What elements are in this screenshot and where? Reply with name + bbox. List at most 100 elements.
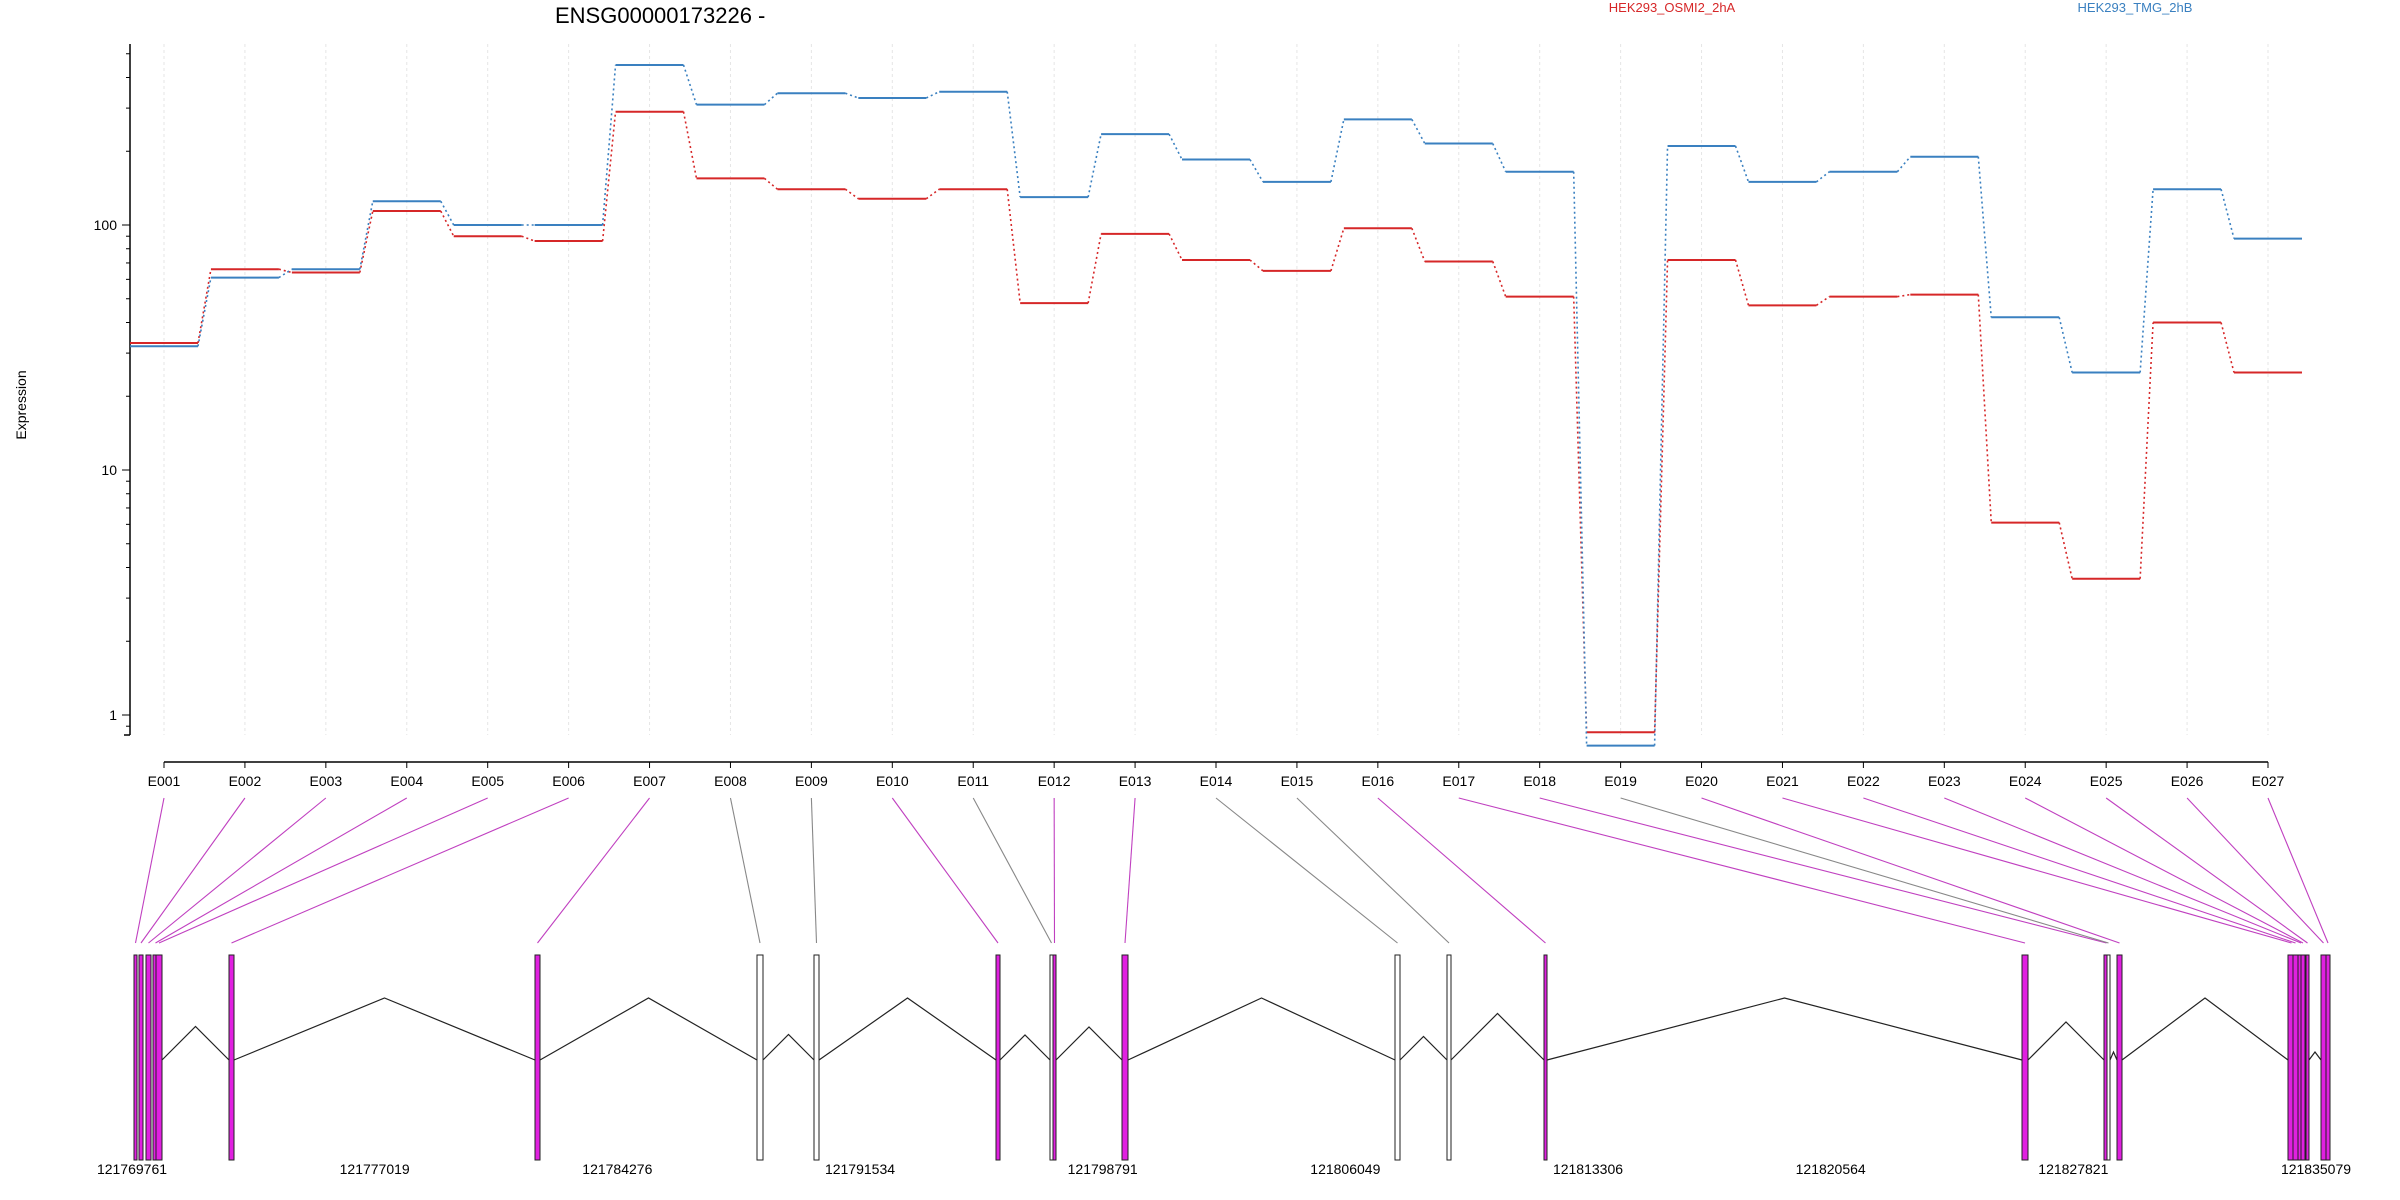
exon-block-e022	[2292, 954, 2299, 1161]
intron-line	[1450, 1012, 1545, 1061]
series-connector	[1977, 294, 1993, 523]
coordinate-label: 121835079	[2281, 1161, 2351, 1177]
x-tick-label-e010: E010	[876, 773, 909, 789]
connector-e027	[2267, 797, 2329, 944]
x-tick-label-e015: E015	[1281, 773, 1314, 789]
connector-e001	[134, 797, 165, 944]
connector-e021	[1782, 797, 2292, 944]
x-tick-label-e025: E025	[2090, 773, 2123, 789]
series-connector	[1330, 119, 1345, 183]
series-connector	[359, 201, 374, 270]
x-tick-label-e002: E002	[229, 773, 262, 789]
series-connector	[1249, 159, 1264, 183]
connector-e004	[155, 797, 408, 944]
series-connector	[1411, 227, 1426, 262]
series-connector	[521, 235, 535, 242]
exon-connectors	[134, 797, 2329, 944]
exon-block-e013	[1121, 954, 1129, 1161]
connector-e023	[1944, 797, 2302, 944]
series-connector	[2220, 188, 2235, 239]
series-connector	[1977, 156, 1993, 318]
exon-block-e014	[1394, 954, 1401, 1161]
exon-block-e015	[1446, 954, 1452, 1161]
exon-block-e027	[2325, 954, 2331, 1161]
series-lines	[130, 63, 2302, 747]
series-connector	[1896, 156, 1911, 173]
series-connector	[925, 90, 940, 99]
series-connector	[2139, 322, 2154, 579]
series-connector	[359, 210, 374, 273]
y-tick-label: 1	[109, 707, 117, 723]
series-connector	[1168, 133, 1183, 160]
x-tick-label-e003: E003	[309, 773, 342, 789]
series-connector	[197, 277, 212, 347]
connector-e025	[2105, 797, 2308, 944]
series-tmg	[130, 63, 2302, 747]
intron-line	[1127, 997, 1396, 1061]
y-axis: 1 10 100	[94, 44, 131, 736]
x-tick-label-e026: E026	[2171, 773, 2204, 789]
x-tick-label-e007: E007	[633, 773, 666, 789]
x-tick-label-e023: E023	[1928, 773, 1961, 789]
series-connector	[2058, 522, 2073, 579]
series-connector	[682, 111, 698, 179]
exon-block-e008	[756, 954, 764, 1161]
exon-block-e007	[534, 954, 541, 1161]
y-tick-label: 100	[94, 217, 118, 233]
x-tick-label-e021: E021	[1766, 773, 1799, 789]
series-connector	[1492, 261, 1507, 297]
intron-line	[539, 997, 758, 1061]
x-tick-label-e011: E011	[957, 773, 989, 789]
x-tick-label-e009: E009	[795, 773, 828, 789]
x-tick-label-e001: E001	[148, 773, 181, 789]
connector-e022	[1863, 797, 2296, 944]
y-axis-label: Expression	[13, 370, 29, 439]
x-tick-label-e005: E005	[471, 773, 504, 789]
x-tick-label-e016: E016	[1361, 773, 1394, 789]
intron-line	[2308, 1051, 2322, 1061]
exon-block-e001	[133, 954, 138, 1161]
connector-e006	[231, 797, 569, 944]
coordinate-label: 121769761	[97, 1161, 167, 1177]
intron-line	[2027, 1021, 2105, 1061]
connector-e003	[148, 797, 327, 944]
coordinate-label: 121784276	[582, 1161, 652, 1177]
coordinate-label: 121791534	[825, 1161, 895, 1177]
exon-block-e019	[2106, 954, 2111, 1161]
connector-e017	[1458, 797, 2026, 944]
series-connector	[1816, 295, 1830, 307]
intron-line	[1055, 1026, 1123, 1061]
x-tick-label-e013: E013	[1119, 773, 1152, 789]
grid-lines	[163, 44, 2269, 735]
exon-block-e026	[2320, 954, 2327, 1161]
series-connector	[440, 200, 455, 226]
series-connector	[440, 210, 455, 237]
connector-e007	[537, 797, 650, 944]
series-connector	[682, 64, 698, 105]
exon-block-e005	[155, 954, 163, 1161]
coordinate-label: 121827821	[2038, 1161, 2108, 1177]
x-tick-label-e014: E014	[1200, 773, 1233, 789]
series-connector	[1492, 143, 1507, 173]
series-connector	[197, 269, 212, 344]
series-connector	[1087, 233, 1102, 304]
exon-block-e024	[2300, 954, 2306, 1161]
legend-series-osmi2: HEK293_OSMI2_2hA	[1609, 0, 1736, 15]
exon-block-e006	[228, 954, 235, 1161]
x-tick-label-e006: E006	[552, 773, 585, 789]
intron-line	[999, 1034, 1051, 1061]
series-connector	[601, 64, 617, 226]
series-connector	[2058, 317, 2073, 373]
series-connector	[1006, 91, 1021, 198]
x-tick-label-e018: E018	[1523, 773, 1556, 789]
connector-e014	[1215, 797, 1398, 944]
series-connector	[1087, 133, 1102, 198]
connector-e010	[891, 797, 999, 944]
exon-block-e002	[138, 954, 144, 1161]
series-connector	[1653, 259, 1669, 733]
series-connector	[1168, 233, 1183, 261]
x-tick-label-e027: E027	[2252, 773, 2285, 789]
exon-block-e017	[2021, 954, 2029, 1161]
series-connector	[601, 111, 617, 242]
exon-block-e009	[813, 954, 820, 1161]
